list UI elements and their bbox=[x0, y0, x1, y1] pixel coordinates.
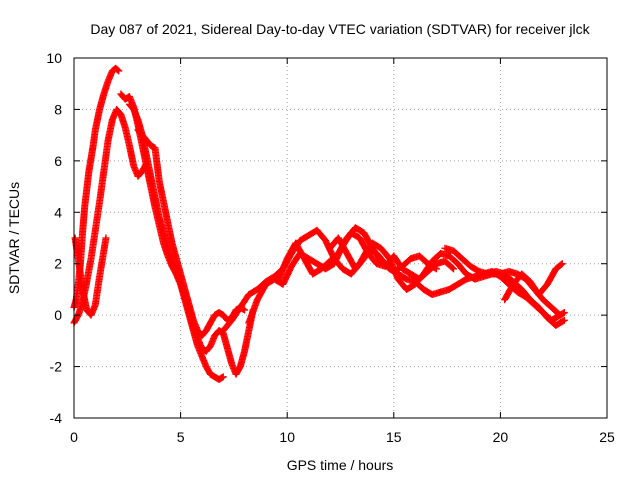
data-point-track-a bbox=[114, 66, 122, 74]
y-tick-label: 2 bbox=[54, 256, 62, 272]
data-point-track-f bbox=[241, 306, 249, 314]
y-tick-label: -4 bbox=[50, 410, 63, 426]
x-tick-label: 20 bbox=[493, 429, 509, 445]
x-tick-label: 10 bbox=[279, 429, 295, 445]
data-point-track-d bbox=[219, 373, 227, 381]
y-tick-label: 6 bbox=[54, 153, 62, 169]
y-axis-label: SDTVAR / TECUs bbox=[6, 182, 22, 294]
data-point-track-h bbox=[449, 265, 457, 273]
y-tick-label: 4 bbox=[54, 204, 62, 220]
y-tick-label: -2 bbox=[50, 359, 63, 375]
plot-frame bbox=[73, 57, 608, 419]
x-tick-label: 15 bbox=[386, 429, 402, 445]
data-point-track-l bbox=[557, 261, 565, 269]
y-axis-ticks: -4 -2 0 2 4 6 8 10 bbox=[46, 50, 607, 426]
data-point-track-j bbox=[555, 310, 563, 318]
chart-title: Day 087 of 2021, Sidereal Day-to-day VTE… bbox=[90, 21, 590, 37]
data-point-track-a bbox=[115, 67, 123, 75]
data-point-track-j bbox=[556, 311, 564, 319]
x-axis-ticks: 0 5 10 15 20 25 bbox=[70, 58, 615, 445]
y-tick-label: 8 bbox=[54, 101, 62, 117]
y-tick-label: 10 bbox=[46, 50, 62, 66]
data-point-track-h bbox=[448, 264, 456, 272]
data-point-track-i bbox=[560, 309, 568, 317]
y-tick-label: 0 bbox=[54, 307, 62, 323]
data-point-track-k bbox=[560, 316, 568, 324]
data-point-track-k bbox=[559, 317, 567, 325]
x-axis-label: GPS time / hours bbox=[287, 457, 394, 473]
data-points bbox=[70, 64, 568, 383]
x-tick-label: 0 bbox=[70, 429, 78, 445]
data-point-track-l bbox=[558, 260, 566, 268]
x-tick-label: 25 bbox=[599, 429, 615, 445]
x-tick-label: 5 bbox=[177, 429, 185, 445]
data-point-track-c bbox=[102, 234, 110, 242]
